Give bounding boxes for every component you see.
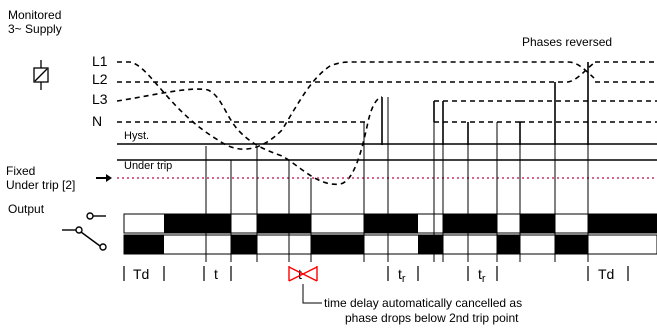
cancel-cross-icon xyxy=(288,266,318,282)
timing-td-end: Td xyxy=(598,266,614,282)
output-track-no xyxy=(123,213,657,234)
phase-label-l2: L2 xyxy=(92,71,108,87)
phase-label-l3: L3 xyxy=(92,91,108,107)
phases-reversed-label: Phases reversed xyxy=(522,35,612,49)
relay-coil-icon xyxy=(33,60,49,90)
fixed-label-line2: Under trip [2] xyxy=(6,178,75,192)
under-trip-label: Under trip xyxy=(124,160,172,172)
note-leader-line xyxy=(302,284,322,304)
note-line2: phase drops below 2nd trip point xyxy=(345,311,519,325)
phase-label-l1: L1 xyxy=(92,53,108,69)
timing-tr-1: tr xyxy=(398,266,406,285)
phase-label-n: N xyxy=(92,113,102,129)
arrow-right-icon xyxy=(96,174,112,182)
l2-trace xyxy=(117,62,595,83)
output-label: Output xyxy=(8,202,45,216)
phase-steps xyxy=(433,62,589,145)
output-track-co xyxy=(123,234,657,255)
note-line1: time delay automatically cancelled as xyxy=(324,296,522,310)
changeover-contact-icon xyxy=(62,226,107,251)
timing-t-cancelled: t xyxy=(298,266,302,282)
timing-td-start: Td xyxy=(133,266,149,282)
l1-trace xyxy=(117,61,595,150)
timing-t: t xyxy=(214,266,218,282)
normally-open-contact-icon xyxy=(86,212,106,220)
hyst-label: Hyst. xyxy=(124,130,149,142)
fixed-label-line1: Fixed xyxy=(6,164,35,178)
supply-label-line1: Monitored xyxy=(8,8,61,22)
timing-row: Td t t tr tr Td xyxy=(123,266,629,285)
supply-label-line2: 3~ Supply xyxy=(8,22,62,36)
timing-tr-2: tr xyxy=(478,266,486,285)
